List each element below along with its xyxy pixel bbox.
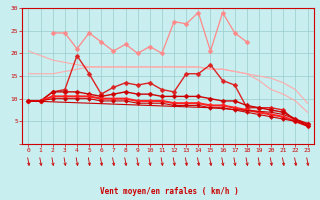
Text: Vent moyen/en rafales ( km/h ): Vent moyen/en rafales ( km/h ): [100, 187, 239, 196]
